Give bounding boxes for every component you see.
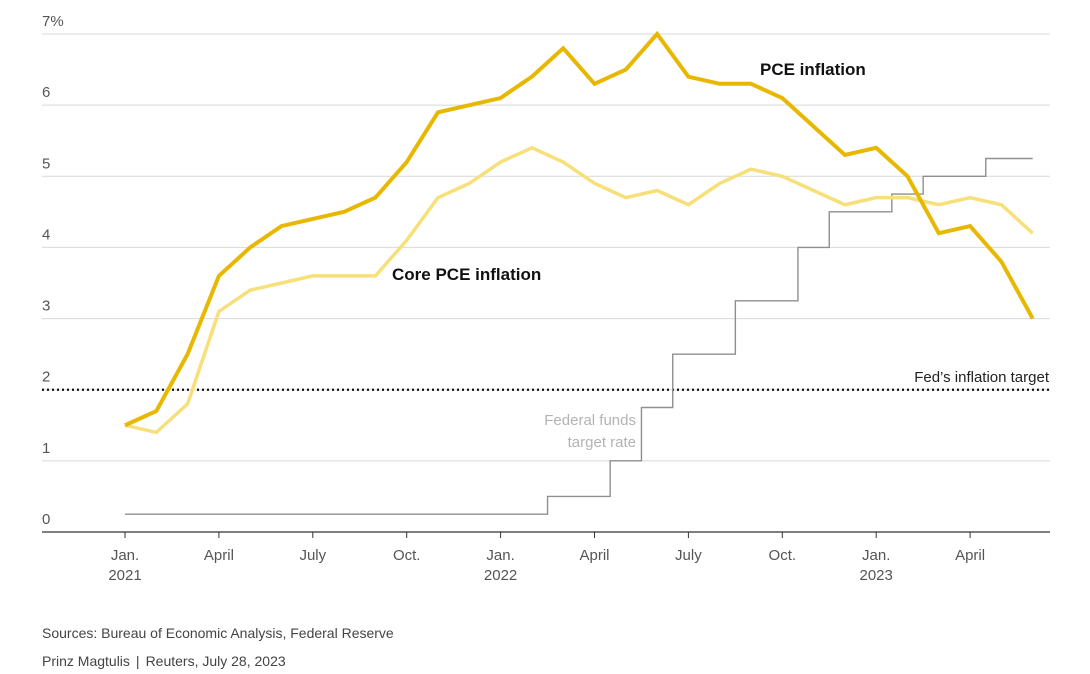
series-lines xyxy=(42,30,1050,515)
x-tick-label-18: July xyxy=(675,547,702,564)
x-tick-year-12: 2022 xyxy=(484,567,517,584)
x-axis: Jan. 2021 April July Oct. Jan. 2022 April July Oc… xyxy=(42,531,1050,584)
core-pce-inflation-label: Core PCE inflation xyxy=(392,265,541,284)
inflation-target-label: Fed’s inflation target xyxy=(914,369,1050,386)
x-tick-label-9: Oct. xyxy=(393,547,421,564)
y-tick-label-6: 6 xyxy=(42,84,50,101)
y-tick-label-0: 0 xyxy=(42,511,50,528)
gridlines xyxy=(42,33,1050,462)
y-tick-label-2: 2 xyxy=(42,369,50,386)
publisher-date: Reuters, July 28, 2023 xyxy=(145,653,286,669)
annotations: PCE inflation Core PCE inflation Federal… xyxy=(392,60,1050,451)
x-tick-label-21: Oct. xyxy=(769,547,797,564)
x-tick-label-27: April xyxy=(955,547,985,564)
y-tick-label-7: 7% xyxy=(42,13,64,30)
fed-funds-label-line1: Federal funds xyxy=(544,412,636,429)
core-pce-inflation-line xyxy=(124,145,1034,435)
chart-svg: 0 1 2 3 4 5 6 7% Jan. 2021 April July Oct. Jan. 2022 A… xyxy=(42,13,1050,584)
y-tick-label-4: 4 xyxy=(42,226,50,243)
fed-funds-label-line2: target rate xyxy=(568,434,636,451)
x-tick-label-15: April xyxy=(579,547,609,564)
x-tick-label-3: April xyxy=(204,547,234,564)
x-tick-label-12: Jan. xyxy=(486,547,514,564)
author-name: Prinz Magtulis xyxy=(42,653,130,669)
x-tick-label-6: July xyxy=(299,547,326,564)
byline: Prinz Magtulis | Reuters, July 28, 2023 xyxy=(42,653,286,669)
x-tick-label-24: Jan. xyxy=(862,547,890,564)
fed-funds-rate-line xyxy=(125,157,1033,515)
y-axis-ticks: 0 1 2 3 4 5 6 7% xyxy=(42,13,64,528)
x-tick-label-0: Jan. xyxy=(111,547,139,564)
pce-inflation-line xyxy=(124,30,1035,428)
sources-note: Sources: Bureau of Economic Analysis, Fe… xyxy=(42,625,394,641)
x-tick-year-24: 2023 xyxy=(860,567,893,584)
byline-separator: | xyxy=(135,653,140,669)
y-tick-label-1: 1 xyxy=(42,440,50,457)
y-tick-label-5: 5 xyxy=(42,155,50,172)
y-tick-label-3: 3 xyxy=(42,298,50,315)
x-tick-year-0: 2021 xyxy=(108,567,141,584)
pce-inflation-label: PCE inflation xyxy=(760,60,866,79)
